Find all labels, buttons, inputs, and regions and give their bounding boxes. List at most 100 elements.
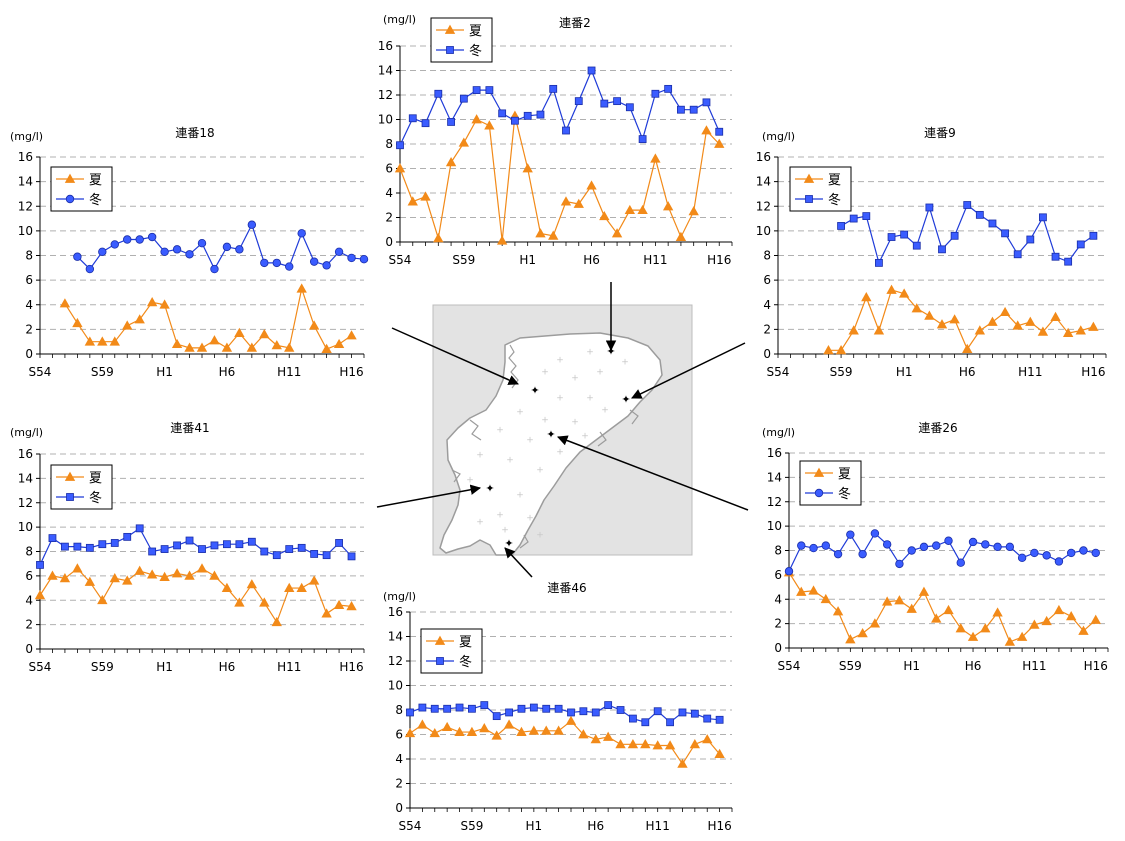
data-point-summer	[441, 721, 453, 732]
data-point-winter	[690, 709, 699, 718]
data-point-winter	[297, 229, 306, 238]
legend: 夏冬	[430, 17, 493, 63]
y-tick-label: 6	[25, 569, 33, 583]
y-tick-label: 12	[767, 495, 782, 509]
data-point-winter	[562, 126, 570, 135]
y-tick-label: 8	[25, 249, 33, 263]
data-point-winter	[932, 541, 941, 550]
data-point-summer	[97, 336, 108, 346]
arrow-26	[557, 435, 749, 511]
data-point-winter	[85, 543, 94, 552]
data-point-winter	[272, 258, 281, 268]
y-tick-label: 0	[763, 347, 771, 361]
sample-point: +	[506, 456, 514, 466]
data-point-winter	[197, 238, 207, 248]
data-point-summer	[624, 204, 636, 215]
y-tick-label: 12	[18, 199, 33, 213]
data-point-winter	[1076, 240, 1085, 249]
y-tick-label: 0	[25, 642, 33, 656]
data-point-winter	[907, 546, 916, 555]
legend-box	[430, 17, 493, 63]
legend-label-summer: 夏	[469, 24, 482, 39]
data-point-winter	[48, 534, 57, 542]
chart-c2: 連番2 (mg/l) 0 2 4 6 8 10 12 14 16 S54 S59 H1 H6 H11 H16 夏冬	[378, 13, 733, 267]
data-point-winter	[862, 212, 871, 221]
data-point-winter	[285, 262, 294, 271]
data-point-winter	[1042, 551, 1051, 560]
y-tick-label: 10	[388, 679, 403, 693]
data-point-winter	[554, 704, 563, 713]
sample-point: +	[501, 526, 509, 536]
data-point-winter	[110, 539, 119, 547]
legend-marker-summer	[444, 24, 456, 34]
data-point-summer	[918, 586, 930, 596]
y-tick-label: 2	[774, 617, 782, 631]
legend-label-winter: 冬	[459, 654, 472, 670]
data-point-summer	[209, 335, 220, 345]
arrow-18	[391, 327, 519, 385]
data-point-winter	[529, 703, 538, 712]
sample-point: +	[496, 426, 504, 436]
data-point-summer	[47, 570, 58, 580]
station-point-c41: ✦	[485, 482, 494, 495]
data-point-winter	[870, 529, 880, 538]
arrow-9	[631, 342, 746, 399]
y-tick-label: 0	[395, 801, 403, 815]
data-point-winter	[123, 532, 132, 541]
data-point-summer	[962, 343, 973, 353]
legend-marker-summer	[813, 467, 825, 477]
data-point-summer	[662, 201, 674, 211]
data-point-winter	[950, 231, 959, 240]
data-point-summer	[246, 342, 258, 352]
data-point-winter	[517, 704, 526, 713]
data-point-summer	[823, 344, 834, 355]
data-point-winter	[1066, 548, 1076, 558]
data-point-winter	[210, 541, 219, 550]
data-point-summer	[34, 590, 46, 600]
legend-marker-winter	[446, 46, 454, 54]
y-tick-label: 14	[18, 175, 33, 189]
y-tick-label: 4	[395, 752, 403, 766]
data-point-summer	[898, 288, 910, 298]
data-point-winter	[222, 242, 232, 252]
x-tick-label: S59	[830, 365, 853, 379]
data-point-summer	[321, 608, 332, 618]
data-point-winter	[297, 543, 306, 552]
series-line-summer	[399, 115, 720, 241]
legend: 夏冬	[50, 166, 113, 212]
data-point-summer	[296, 582, 307, 592]
data-point-winter	[629, 714, 637, 723]
data-point-summer	[184, 570, 195, 580]
x-tick-label: H11	[643, 253, 667, 267]
data-point-winter	[536, 110, 545, 119]
x-tick-label: S54	[29, 365, 52, 379]
data-point-winter	[472, 86, 481, 94]
y-tick-label: 16	[756, 150, 771, 164]
data-point-summer	[857, 628, 868, 638]
data-point-winter	[523, 111, 532, 120]
data-point-winter	[61, 542, 69, 551]
series-line-summer	[788, 572, 1097, 643]
y-tick-label: 8	[395, 703, 403, 717]
data-point-summer	[308, 320, 320, 330]
data-point-summer	[1050, 311, 1061, 321]
data-point-summer	[688, 206, 699, 216]
sample-point: +	[556, 448, 564, 458]
legend-marker-summer	[434, 635, 446, 645]
y-tick-label: 2	[25, 618, 33, 632]
data-point-summer	[943, 604, 954, 615]
data-point-summer	[560, 196, 572, 206]
data-point-summer	[1016, 631, 1028, 641]
data-point-winter	[600, 99, 609, 108]
data-point-summer	[1075, 325, 1086, 335]
data-point-winter	[235, 245, 244, 254]
series-line-winter	[399, 68, 720, 146]
series-line-winter	[76, 223, 365, 271]
data-point-summer	[573, 198, 584, 208]
y-tick-label: 16	[767, 446, 782, 460]
data-point-winter	[849, 214, 858, 223]
data-point-winter	[310, 550, 319, 558]
data-point-winter	[666, 718, 674, 727]
x-tick-label: H6	[219, 365, 236, 379]
data-point-summer	[881, 596, 893, 606]
